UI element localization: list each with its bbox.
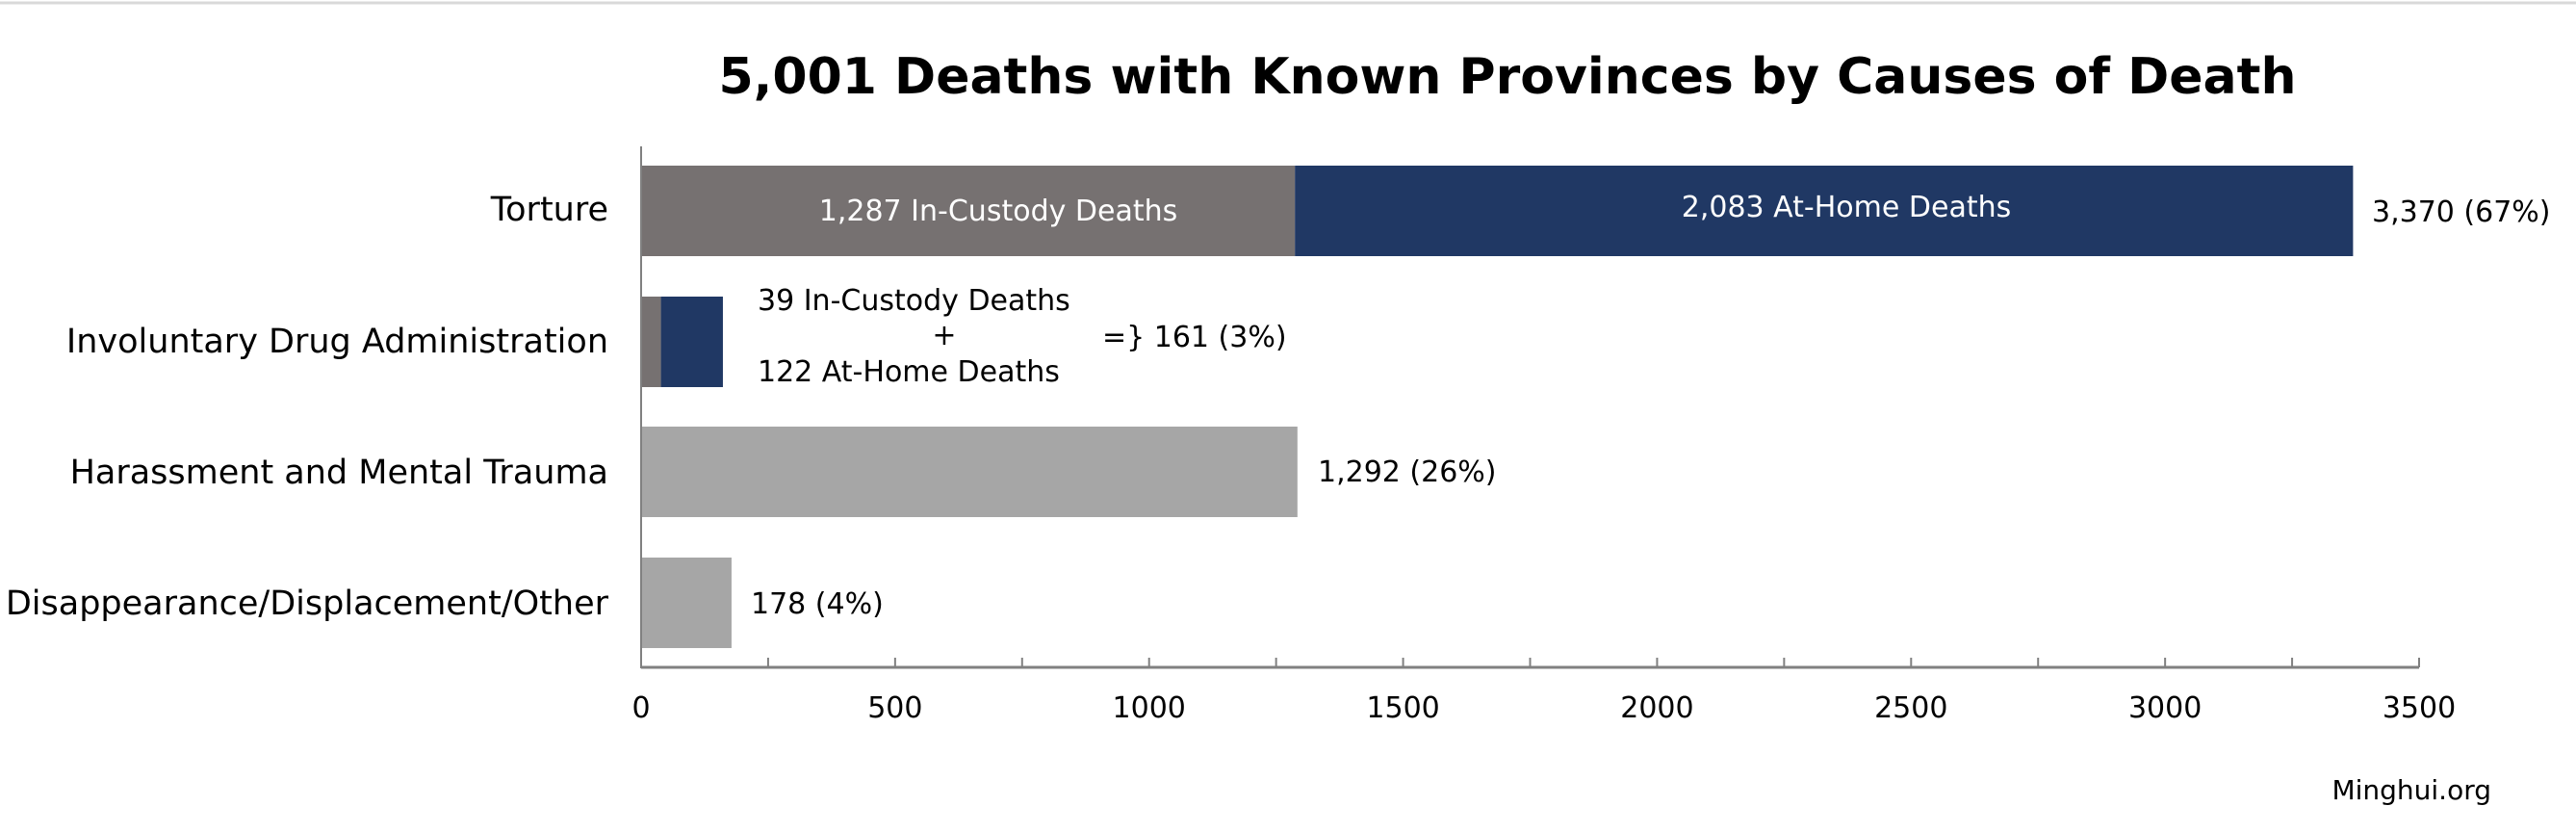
bar-torture-in-custody bbox=[641, 166, 1296, 256]
category-label-drug-administration: Involuntary Drug Administration bbox=[66, 323, 608, 361]
category-label-disappearance: Disappearance/Displacement/Other bbox=[6, 585, 609, 623]
x-tick-label: 3500 bbox=[2383, 691, 2456, 725]
bar-torture-at-home bbox=[1295, 166, 2354, 256]
label-torture-at-home: 2,083 At-Home Deaths bbox=[1682, 191, 2011, 224]
x-tick-label: 1000 bbox=[1113, 691, 1186, 725]
x-axis-ticks: 0 500 1000 1500 2000 2500 3000 3500 bbox=[631, 658, 2456, 725]
label-drug-plus: + bbox=[932, 319, 956, 352]
bar-drug-in-custody bbox=[641, 297, 661, 387]
source-label: Minghui.org bbox=[2331, 774, 2491, 806]
total-label-torture: 3,370 (67%) bbox=[2372, 195, 2551, 229]
bar-disappearance bbox=[641, 558, 732, 648]
x-tick-label: 3000 bbox=[2128, 691, 2202, 725]
chart-title: 5,001 Deaths with Known Provinces by Cau… bbox=[718, 48, 2296, 106]
label-drug-total: =} 161 (3%) bbox=[1102, 321, 1287, 354]
x-tick-label: 2500 bbox=[1874, 691, 1947, 725]
category-label-torture: Torture bbox=[490, 191, 608, 229]
category-label-harassment: Harassment and Mental Trauma bbox=[70, 454, 608, 492]
x-tick-label: 0 bbox=[631, 691, 650, 725]
x-tick-label: 1500 bbox=[1366, 691, 1439, 725]
x-tick-label: 2000 bbox=[1620, 691, 1693, 725]
x-tick-label: 500 bbox=[867, 691, 922, 725]
total-label-disappearance: 178 (4%) bbox=[751, 587, 884, 621]
total-label-harassment: 1,292 (26%) bbox=[1318, 455, 1497, 489]
bar-drug-at-home bbox=[660, 297, 723, 387]
label-torture-in-custody: 1,287 In-Custody Deaths bbox=[819, 195, 1178, 228]
label-drug-at-home: 122 At-Home Deaths bbox=[758, 355, 1060, 389]
label-drug-in-custody: 39 In-Custody Deaths bbox=[758, 284, 1070, 318]
bar-harassment bbox=[641, 427, 1298, 517]
